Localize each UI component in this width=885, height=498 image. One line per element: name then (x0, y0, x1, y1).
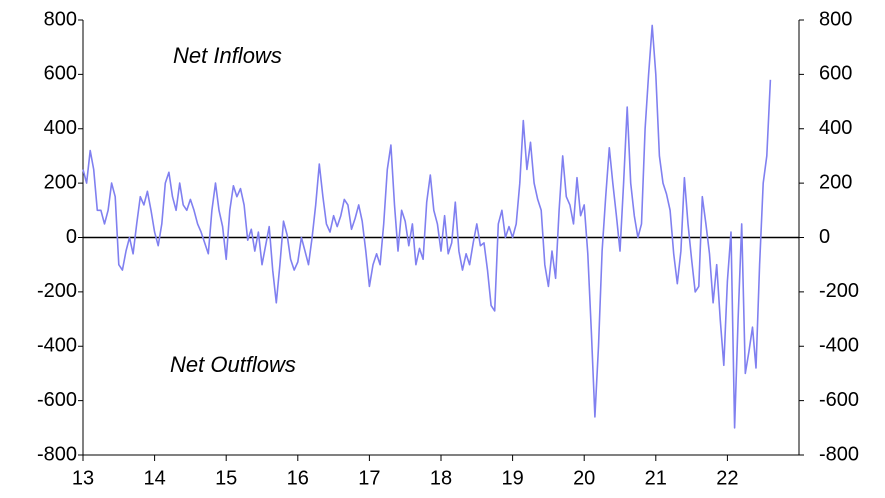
y2-tick-label: 400 (819, 117, 852, 139)
y2-tick-label: -400 (819, 335, 859, 357)
y-tick-label: 800 (44, 8, 77, 30)
y-tick-label: -600 (37, 389, 77, 411)
x-tick-label: 22 (716, 467, 738, 489)
y-tick-label: -400 (37, 335, 77, 357)
y2-tick-label: -800 (819, 443, 859, 465)
y-tick-label: -800 (37, 443, 77, 465)
x-tick-label: 21 (645, 467, 667, 489)
annotation: Net Inflows (173, 43, 282, 68)
x-tick-label: 13 (72, 467, 94, 489)
y2-tick-label: 600 (819, 63, 852, 85)
x-tick-label: 19 (501, 467, 523, 489)
x-tick-label: 17 (358, 467, 380, 489)
y2-tick-label: 800 (819, 8, 852, 30)
annotation: Net Outflows (170, 352, 296, 377)
y2-tick-label: -600 (819, 389, 859, 411)
y-tick-label: 400 (44, 117, 77, 139)
y2-tick-label: 0 (819, 226, 830, 248)
y-tick-label: 200 (44, 171, 77, 193)
y-tick-label: -200 (37, 280, 77, 302)
x-tick-label: 15 (215, 467, 237, 489)
y-tick-label: 600 (44, 63, 77, 85)
y2-tick-label: -200 (819, 280, 859, 302)
x-tick-label: 18 (430, 467, 452, 489)
y-tick-label: 0 (66, 226, 77, 248)
line (82, 24, 772, 429)
x-tick-label: 20 (573, 467, 595, 489)
y2-tick-label: 200 (819, 171, 852, 193)
x-tick-label: 16 (287, 467, 309, 489)
x-tick-label: 14 (143, 467, 165, 489)
